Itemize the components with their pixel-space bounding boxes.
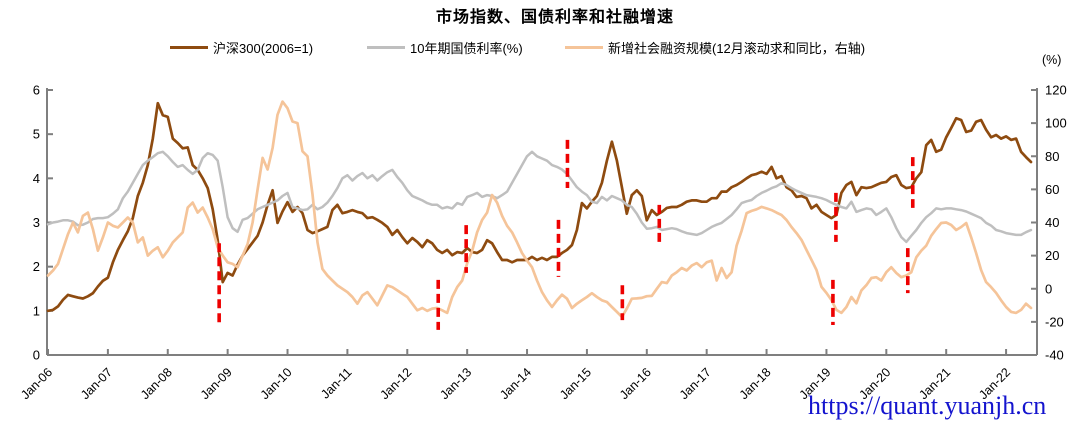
x-axis-tick-label: Jan-13 [437, 365, 474, 402]
x-axis-tick-label: Jan-18 [737, 365, 774, 402]
legend-label-social-financing: 新增社会融资规模(12月滚动求和同比，右轴) [608, 40, 866, 56]
legend-line-swatch-csi300 [170, 45, 208, 49]
x-axis-tick-label: Jan-06 [18, 365, 55, 402]
chart-title: 市场指数、国债利率和社融增速 [435, 9, 674, 26]
left-axis-tick-label: 1 [33, 303, 40, 318]
right-axis-tick-label: 60 [1045, 182, 1059, 197]
x-axis-tick-label: Jan-09 [198, 365, 235, 402]
series-line-1 [46, 150, 1033, 244]
x-axis-tick-label: Jan-11 [318, 365, 354, 401]
left-axis-tick-label: 2 [33, 259, 40, 274]
x-axis-tick-label: Jan-08 [138, 365, 175, 402]
series-line-0 [46, 101, 1033, 313]
right-axis-tick-label: 0 [1045, 281, 1052, 296]
x-axis-tick-label: Jan-15 [557, 365, 594, 402]
legend-item-social-financing: 新增社会融资规模(12月滚动求和同比，右轴) [565, 38, 865, 56]
right-axis-tick-label: -40 [1045, 348, 1064, 363]
right-axis-tick-label: 80 [1045, 149, 1059, 164]
x-axis-tick-label: Jan-14 [497, 365, 534, 402]
x-axis-tick-label: Jan-12 [377, 365, 414, 402]
right-axis-tick-label: 100 [1045, 116, 1067, 131]
watermark-link[interactable]: https://quant.yuanjh.cn [808, 391, 1047, 420]
legend-item-csi300: 沪深300(2006=1) [170, 38, 313, 56]
legend-label-treasury-yield: 10年期国债利率(%) [410, 40, 523, 56]
left-axis-tick-label: 3 [33, 215, 40, 230]
left-axis-tick-label: 0 [33, 348, 40, 363]
right-axis-tick-label: 40 [1045, 215, 1059, 230]
right-axis-tick-label: 120 [1045, 83, 1067, 98]
right-axis-unit-label: (%) [1042, 53, 1061, 67]
x-axis-tick-label: Jan-10 [258, 365, 295, 402]
x-axis-tick-label: Jan-16 [617, 365, 654, 402]
legend-label-csi300: 沪深300(2006=1) [213, 40, 314, 56]
series-line-2 [46, 100, 1033, 319]
x-axis-tick-label: Jan-07 [78, 365, 115, 402]
x-axis-tick-label: Jan-17 [677, 365, 714, 402]
legend-item-treasury-yield: 10年期国债利率(%) [367, 38, 523, 56]
legend-line-swatch-treasury-yield [367, 45, 405, 49]
right-axis-tick-label: -20 [1045, 314, 1064, 329]
left-axis-tick-label: 4 [33, 171, 40, 186]
chart-legend: 沪深300(2006=1) 10年期国债利率(%) 新增社会融资规模(12月滚动… [0, 38, 1080, 56]
legend-line-swatch-social-financing [565, 45, 603, 49]
left-axis-tick-label: 6 [33, 83, 40, 98]
right-axis-tick-label: 20 [1045, 248, 1059, 263]
left-axis-tick-label: 5 [33, 127, 40, 142]
